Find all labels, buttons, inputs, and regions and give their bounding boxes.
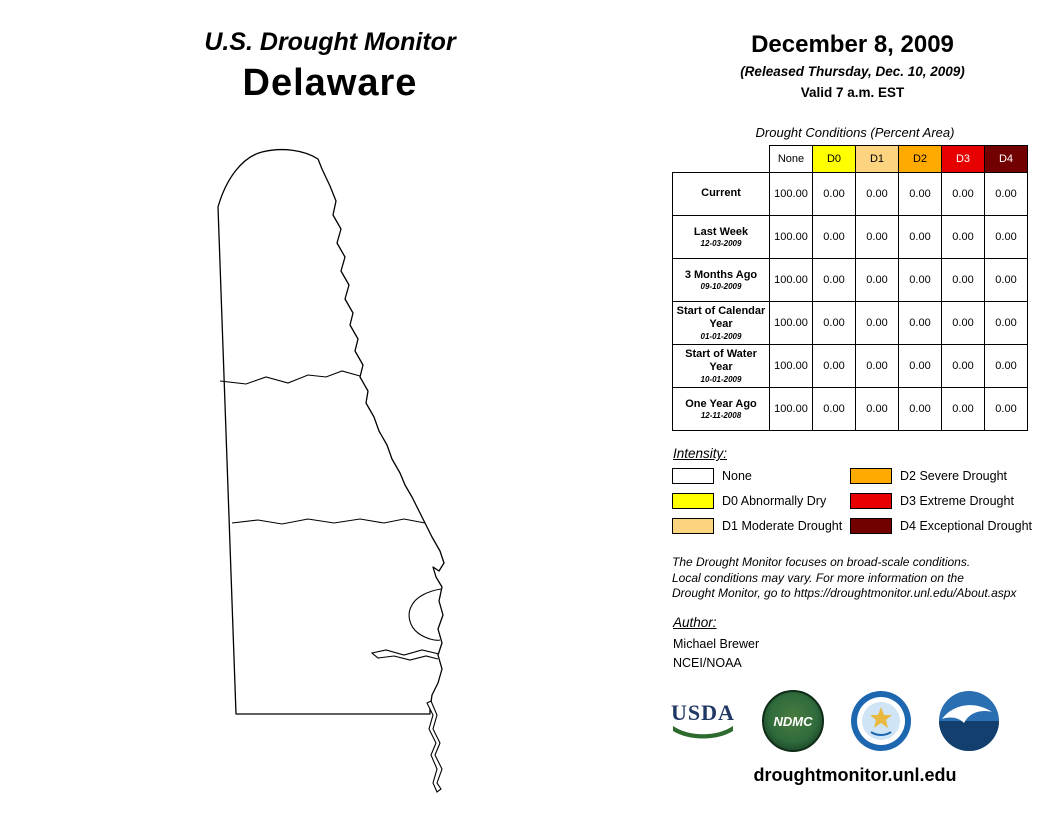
- table-cell: 100.00: [769, 172, 813, 216]
- table-cell: 0.00: [898, 344, 942, 388]
- swatch-d3: [850, 493, 892, 509]
- legend-item-d1: D1 Moderate Drought: [672, 518, 842, 534]
- commerce-seal-icon: [850, 690, 912, 752]
- table-header-row: None D0 D1 D2 D3 D4: [673, 145, 1028, 173]
- table-cell: 0.00: [812, 172, 856, 216]
- row-label-start-calendar-year: Start of Calendar Year 01-01-2009: [672, 301, 770, 345]
- disclaimer-text: The Drought Monitor focuses on broad-sca…: [672, 555, 1017, 601]
- table-cell: 0.00: [984, 387, 1028, 431]
- row-label-current: Current: [672, 172, 770, 216]
- col-header-d2: D2: [898, 145, 942, 173]
- table-cell: 100.00: [769, 387, 813, 431]
- author-org: NCEI/NOAA: [673, 656, 742, 670]
- county-border-newcastle-kent: [219, 370, 361, 385]
- table-cell: 0.00: [898, 215, 942, 259]
- legend-item-none: None: [672, 468, 842, 484]
- table-cell: 0.00: [812, 215, 856, 259]
- row-label-start-water-year: Start of Water Year 10-01-2009: [672, 344, 770, 388]
- state-outline: [217, 148, 445, 715]
- col-header-d4: D4: [984, 145, 1028, 173]
- table-cell: 0.00: [898, 301, 942, 345]
- swatch-d4: [850, 518, 892, 534]
- date-block: December 8, 2009 (Released Thursday, Dec…: [655, 31, 1050, 100]
- col-header-none: None: [769, 145, 813, 173]
- legend-right-column: D2 Severe Drought D3 Extreme Drought D4 …: [850, 468, 1032, 543]
- swatch-none: [672, 468, 714, 484]
- col-header-d0: D0: [812, 145, 856, 173]
- legend-item-d3: D3 Extreme Drought: [850, 493, 1032, 509]
- table-cell: 0.00: [855, 387, 899, 431]
- footer-url: droughtmonitor.unl.edu: [753, 765, 957, 785]
- table-cell: 0.00: [984, 172, 1028, 216]
- table-cell: 0.00: [898, 387, 942, 431]
- table-cell: 0.00: [855, 258, 899, 302]
- table-cell: 0.00: [812, 301, 856, 345]
- table-cell: 0.00: [855, 344, 899, 388]
- table-row: Last Week 12-03-2009 100.00 0.00 0.00 0.…: [672, 215, 1028, 259]
- table-cell: 0.00: [984, 344, 1028, 388]
- table-cell: 0.00: [984, 215, 1028, 259]
- indian-river-bay-outline: [370, 649, 440, 661]
- delaware-map: [198, 143, 448, 798]
- table-cell: 0.00: [898, 258, 942, 302]
- table-row: 3 Months Ago 09-10-2009 100.00 0.00 0.00…: [672, 258, 1028, 302]
- author-heading: Author:: [673, 615, 717, 630]
- table-cell: 0.00: [941, 301, 985, 345]
- page-title: U.S. Drought Monitor: [204, 28, 456, 56]
- swatch-d0: [672, 493, 714, 509]
- table-cell: 0.00: [855, 301, 899, 345]
- county-border-kent-sussex: [231, 518, 426, 525]
- table-cell: 0.00: [812, 387, 856, 431]
- table-cell: 100.00: [769, 301, 813, 345]
- row-label-last-week: Last Week 12-03-2009: [672, 215, 770, 259]
- table-corner-cell: [673, 146, 770, 173]
- swatch-d2: [850, 468, 892, 484]
- col-header-d1: D1: [855, 145, 899, 173]
- swatch-d1: [672, 518, 714, 534]
- table-cell: 0.00: [941, 258, 985, 302]
- noaa-logo-icon: [938, 690, 1000, 752]
- usda-swoosh-icon: [673, 726, 733, 739]
- rehoboth-bay-outline: [408, 588, 442, 641]
- table-cell: 0.00: [941, 387, 985, 431]
- drought-conditions-table: None D0 D1 D2 D3 D4 Current 100.00 0.00 …: [672, 145, 1028, 431]
- table-cell: 0.00: [812, 344, 856, 388]
- state-title: Delaware: [242, 62, 418, 104]
- table-row: Start of Calendar Year 01-01-2009 100.00…: [672, 301, 1028, 345]
- table-row: Start of Water Year 10-01-2009 100.00 0.…: [672, 344, 1028, 388]
- table-cell: 0.00: [941, 344, 985, 388]
- table-title: Drought Conditions (Percent Area): [755, 125, 955, 140]
- legend-item-d2: D2 Severe Drought: [850, 468, 1032, 484]
- table-row: One Year Ago 12-11-2008 100.00 0.00 0.00…: [672, 387, 1028, 431]
- table-cell: 0.00: [984, 301, 1028, 345]
- table-cell: 100.00: [769, 215, 813, 259]
- table-cell: 0.00: [812, 258, 856, 302]
- legend-title: Intensity:: [673, 446, 728, 461]
- legend-left-column: None D0 Abnormally Dry D1 Moderate Droug…: [672, 468, 842, 543]
- report-date: December 8, 2009: [751, 31, 954, 58]
- table-cell: 0.00: [941, 215, 985, 259]
- usda-logo: USDA: [670, 702, 736, 740]
- ndmc-logo: NDMC: [762, 690, 824, 752]
- table-cell: 100.00: [769, 344, 813, 388]
- col-header-d3: D3: [941, 145, 985, 173]
- table-cell: 0.00: [984, 258, 1028, 302]
- table-cell: 0.00: [855, 215, 899, 259]
- row-label-one-year-ago: One Year Ago 12-11-2008: [672, 387, 770, 431]
- table-cell: 100.00: [769, 258, 813, 302]
- table-cell: 0.00: [855, 172, 899, 216]
- delaware-map-svg: [217, 148, 445, 793]
- valid-note: Valid 7 a.m. EST: [800, 85, 905, 100]
- table-row: Current 100.00 0.00 0.00 0.00 0.00 0.00: [672, 172, 1028, 216]
- release-note: (Released Thursday, Dec. 10, 2009): [740, 64, 965, 79]
- row-label-3-months-ago: 3 Months Ago 09-10-2009: [672, 258, 770, 302]
- legend-item-d4: D4 Exceptional Drought: [850, 518, 1032, 534]
- table-cell: 0.00: [898, 172, 942, 216]
- table-cell: 0.00: [941, 172, 985, 216]
- coastal-spit-outline: [426, 700, 443, 793]
- author-name: Michael Brewer: [673, 637, 760, 651]
- logo-row: USDA NDMC: [670, 690, 1000, 752]
- legend-item-d0: D0 Abnormally Dry: [672, 493, 842, 509]
